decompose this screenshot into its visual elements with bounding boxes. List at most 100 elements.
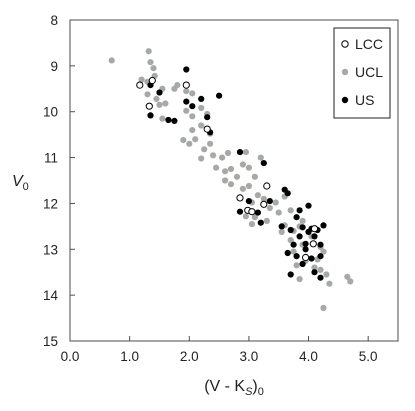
point-us bbox=[302, 240, 309, 247]
point-ucl bbox=[290, 248, 297, 255]
point-ucl bbox=[198, 155, 205, 162]
point-ucl bbox=[145, 48, 152, 55]
point-us bbox=[254, 209, 261, 216]
point-us bbox=[183, 66, 190, 73]
point-ucl bbox=[344, 273, 351, 280]
point-lcc bbox=[248, 208, 256, 216]
point-ucl bbox=[189, 90, 196, 97]
legend-marker-lcc bbox=[341, 40, 349, 48]
legend-item-lcc: LCC bbox=[341, 36, 383, 52]
point-us bbox=[317, 274, 324, 281]
point-ucl bbox=[254, 192, 261, 199]
x-axis-title-close: ) bbox=[252, 378, 257, 395]
point-us bbox=[311, 269, 318, 276]
point-us bbox=[299, 260, 306, 268]
point-lcc bbox=[309, 240, 317, 248]
point-us bbox=[171, 117, 178, 124]
point-us bbox=[156, 89, 163, 96]
point-ucl bbox=[248, 221, 255, 228]
legend-label-us: US bbox=[355, 92, 374, 108]
legend-marker-us bbox=[341, 96, 349, 104]
point-us bbox=[284, 249, 291, 257]
x-tick-label: 0.0 bbox=[61, 349, 80, 364]
x-tick-label: 1.0 bbox=[120, 349, 139, 364]
point-lcc bbox=[148, 76, 156, 85]
x-axis-title-sub2: 0 bbox=[258, 386, 264, 398]
point-us bbox=[278, 223, 285, 230]
point-ucl bbox=[287, 237, 294, 244]
point-ucl bbox=[251, 214, 258, 221]
legend-item-us: US bbox=[341, 92, 374, 108]
point-ucl bbox=[207, 140, 214, 147]
point-ucl bbox=[189, 127, 196, 134]
point-ucl bbox=[192, 136, 199, 143]
point-lcc bbox=[310, 225, 319, 233]
point-us bbox=[320, 222, 327, 229]
point-us bbox=[245, 198, 252, 205]
point-us bbox=[308, 255, 315, 262]
point-lcc bbox=[203, 125, 211, 133]
x-tick-label: 4.0 bbox=[299, 349, 318, 364]
x-tick-label: 3.0 bbox=[240, 349, 259, 364]
point-us bbox=[266, 198, 273, 205]
point-lcc bbox=[263, 182, 271, 190]
x-axis-ticks: 0.0 1.0 2.0 3.0 4.0 5.0 bbox=[61, 336, 378, 364]
point-lcc bbox=[145, 102, 153, 110]
point-ucl bbox=[227, 181, 235, 188]
point-ucl bbox=[299, 217, 306, 224]
point-ucl bbox=[317, 266, 324, 273]
point-us bbox=[287, 271, 294, 278]
point-ucl bbox=[320, 304, 327, 312]
point-ucl bbox=[272, 199, 279, 206]
point-us bbox=[165, 116, 172, 124]
point-ucl bbox=[227, 165, 235, 173]
point-us bbox=[284, 190, 291, 197]
point-lcc bbox=[260, 200, 268, 208]
point-ucl bbox=[320, 248, 327, 255]
point-ucl bbox=[150, 65, 157, 72]
point-us bbox=[317, 241, 324, 248]
point-ucl bbox=[260, 195, 267, 202]
point-us bbox=[299, 224, 306, 231]
point-ucl bbox=[239, 161, 246, 168]
point-us bbox=[293, 253, 300, 260]
point-us bbox=[183, 98, 190, 105]
point-us bbox=[317, 253, 324, 260]
point-ucl bbox=[162, 100, 169, 107]
y-axis-ticks: 8 9 10 11 12 13 14 15 bbox=[43, 13, 75, 349]
point-ucl bbox=[147, 59, 154, 66]
point-ucl bbox=[347, 278, 354, 285]
point-ucl bbox=[156, 101, 163, 108]
y-tick-label: 11 bbox=[44, 151, 58, 166]
point-lcc bbox=[236, 194, 244, 202]
point-lcc bbox=[136, 81, 144, 89]
legend-marker-ucl bbox=[341, 68, 349, 76]
x-tick-label: 2.0 bbox=[180, 349, 199, 364]
point-us bbox=[236, 149, 244, 156]
point-ucl bbox=[183, 107, 190, 114]
point-ucl bbox=[296, 276, 303, 283]
point-ucl bbox=[198, 104, 205, 112]
point-ucl bbox=[213, 164, 220, 171]
point-us bbox=[204, 114, 211, 121]
point-ucl bbox=[263, 217, 270, 224]
point-us bbox=[236, 208, 244, 215]
point-us bbox=[257, 219, 264, 226]
y-axis-title-main: V bbox=[12, 173, 24, 190]
y-axis-title-sub: 0 bbox=[23, 181, 29, 193]
point-us bbox=[189, 103, 196, 110]
point-ucl bbox=[219, 154, 226, 161]
point-ucl bbox=[144, 91, 151, 98]
point-ucl bbox=[287, 207, 294, 214]
point-ucl bbox=[251, 173, 258, 180]
point-us bbox=[198, 95, 205, 102]
x-axis-title-main: (V - K bbox=[204, 378, 245, 395]
y-tick-label: 8 bbox=[50, 13, 58, 28]
y-tick-label: 10 bbox=[43, 105, 58, 120]
point-us bbox=[287, 226, 294, 234]
point-lcc bbox=[182, 81, 190, 89]
point-us bbox=[260, 160, 267, 167]
legend: LCC UCL US bbox=[333, 27, 391, 119]
x-tick-label: 5.0 bbox=[359, 349, 378, 364]
